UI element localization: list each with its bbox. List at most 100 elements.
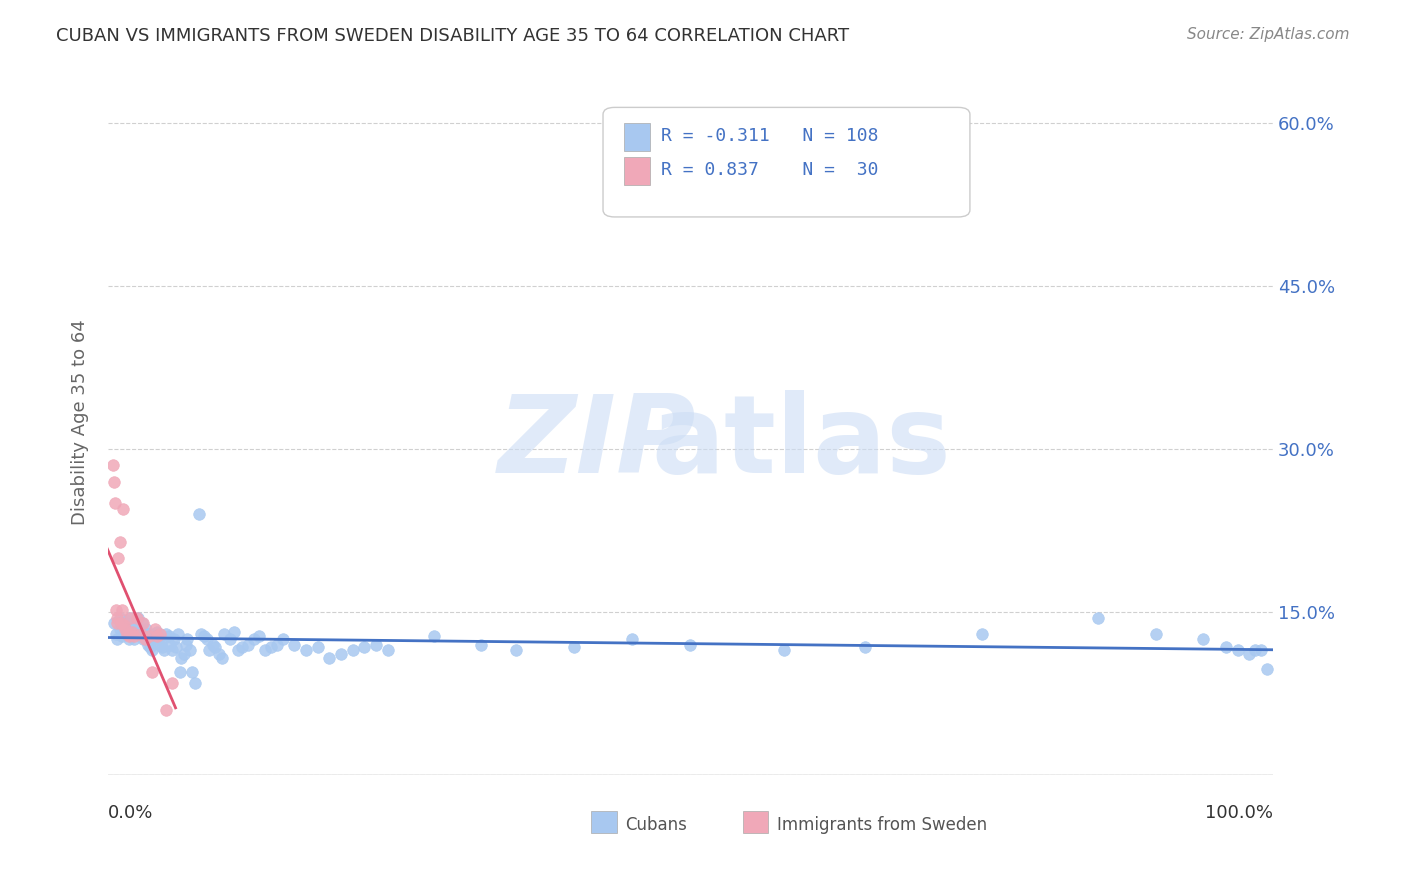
Point bbox=[152, 632, 174, 647]
Point bbox=[195, 632, 218, 647]
Point bbox=[112, 502, 135, 516]
Point bbox=[132, 627, 155, 641]
Point bbox=[180, 665, 202, 679]
FancyBboxPatch shape bbox=[603, 107, 970, 217]
Point bbox=[1215, 640, 1237, 654]
Point bbox=[122, 629, 145, 643]
Point bbox=[190, 627, 212, 641]
Point bbox=[105, 616, 128, 631]
Point bbox=[132, 624, 155, 639]
Point bbox=[423, 629, 446, 643]
Point bbox=[143, 622, 166, 636]
Point bbox=[173, 647, 195, 661]
Point bbox=[105, 627, 128, 641]
Point bbox=[146, 629, 169, 643]
Point bbox=[1144, 627, 1167, 641]
Point bbox=[127, 610, 149, 624]
Point bbox=[562, 640, 585, 654]
Point bbox=[135, 622, 157, 636]
Text: Immigrants from Sweden: Immigrants from Sweden bbox=[776, 816, 987, 834]
Bar bbox=[624, 157, 650, 186]
Point bbox=[231, 640, 253, 654]
Point bbox=[138, 627, 160, 641]
Point bbox=[108, 622, 131, 636]
Point bbox=[155, 627, 177, 641]
Text: atlas: atlas bbox=[651, 390, 950, 496]
Point bbox=[176, 632, 198, 647]
Point bbox=[150, 640, 173, 654]
Point bbox=[118, 627, 141, 641]
Y-axis label: Disability Age 35 to 64: Disability Age 35 to 64 bbox=[72, 319, 89, 524]
Point bbox=[266, 638, 288, 652]
Point bbox=[155, 703, 177, 717]
Point bbox=[470, 638, 492, 652]
Point bbox=[111, 629, 134, 643]
Point bbox=[222, 624, 245, 639]
Point bbox=[114, 622, 136, 636]
Point bbox=[170, 651, 193, 665]
Point bbox=[1192, 632, 1215, 647]
Point bbox=[187, 508, 209, 522]
Point bbox=[105, 610, 128, 624]
Point bbox=[146, 632, 169, 647]
Text: CUBAN VS IMMIGRANTS FROM SWEDEN DISABILITY AGE 35 TO 64 CORRELATION CHART: CUBAN VS IMMIGRANTS FROM SWEDEN DISABILI… bbox=[56, 27, 849, 45]
Point bbox=[1244, 643, 1267, 657]
Point bbox=[112, 618, 135, 632]
Point bbox=[184, 676, 207, 690]
Point bbox=[160, 643, 183, 657]
Point bbox=[167, 627, 190, 641]
Point bbox=[211, 651, 233, 665]
Point bbox=[134, 632, 156, 647]
Text: R = 0.837    N =  30: R = 0.837 N = 30 bbox=[661, 161, 879, 179]
Point bbox=[160, 676, 183, 690]
Bar bbox=[624, 123, 650, 152]
Point bbox=[853, 640, 876, 654]
Point bbox=[122, 632, 145, 647]
Point bbox=[118, 632, 141, 647]
Point bbox=[1256, 662, 1278, 676]
Point bbox=[114, 622, 136, 636]
Text: 0.0%: 0.0% bbox=[108, 804, 153, 822]
Point bbox=[121, 624, 143, 639]
Point bbox=[179, 643, 201, 657]
Point bbox=[112, 624, 135, 639]
Point bbox=[1226, 643, 1249, 657]
Point bbox=[149, 638, 172, 652]
Point bbox=[103, 616, 125, 631]
Point bbox=[228, 643, 250, 657]
Point bbox=[120, 610, 142, 624]
Point bbox=[329, 647, 352, 661]
Point bbox=[110, 616, 132, 631]
Point bbox=[111, 603, 134, 617]
Text: Cubans: Cubans bbox=[626, 816, 688, 834]
Bar bbox=[742, 811, 769, 833]
Point bbox=[165, 640, 187, 654]
Point bbox=[157, 629, 180, 643]
Point bbox=[1087, 610, 1109, 624]
Point bbox=[128, 624, 150, 639]
Point bbox=[103, 475, 125, 489]
Point bbox=[353, 640, 375, 654]
Point bbox=[146, 624, 169, 639]
Point bbox=[204, 640, 226, 654]
Point bbox=[105, 632, 128, 647]
Point bbox=[193, 629, 215, 643]
Point bbox=[115, 627, 138, 641]
Point bbox=[134, 629, 156, 643]
Point bbox=[153, 643, 176, 657]
Point bbox=[115, 614, 138, 628]
Point bbox=[208, 647, 231, 661]
Point bbox=[377, 643, 399, 657]
Point bbox=[214, 627, 236, 641]
Point bbox=[108, 610, 131, 624]
Point bbox=[107, 550, 129, 565]
Point bbox=[307, 640, 329, 654]
Point bbox=[260, 640, 283, 654]
Point bbox=[141, 665, 163, 679]
Point bbox=[169, 665, 191, 679]
Point bbox=[127, 610, 149, 624]
Point bbox=[108, 534, 131, 549]
Point bbox=[174, 638, 197, 652]
Point bbox=[122, 616, 145, 631]
Point bbox=[120, 610, 142, 624]
